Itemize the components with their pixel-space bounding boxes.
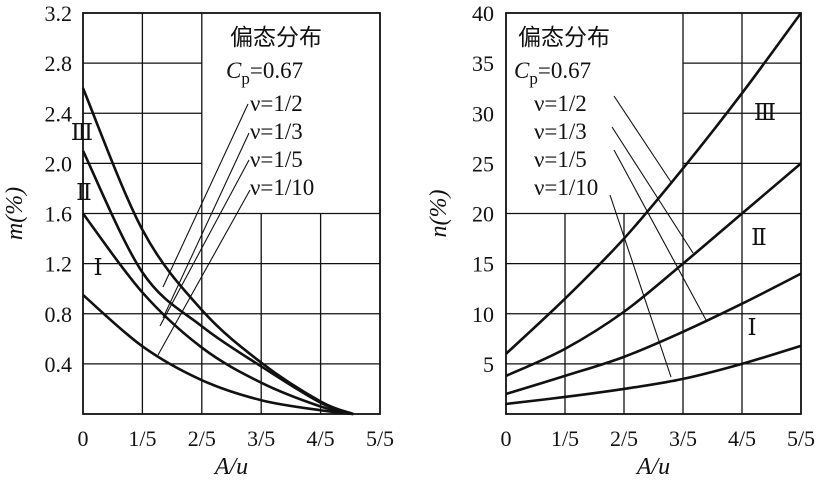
cp-symbol: C: [226, 58, 242, 83]
series-line: [81, 212, 354, 416]
leader-line: [609, 194, 672, 378]
x-tick-label: 1/5: [551, 426, 579, 451]
curve-roman-label: Ⅲ: [71, 120, 93, 145]
y-tick-label: 1.6: [45, 202, 73, 227]
y-tick-label: 0.8: [45, 302, 73, 327]
leader-line: [611, 126, 694, 254]
series-legend-label: ν=1/2: [534, 91, 587, 116]
series-legend-label: ν=1/3: [250, 119, 303, 144]
series-line: [82, 293, 354, 416]
y-tick-label: 30: [472, 101, 494, 126]
x-tick-label: 4/5: [728, 426, 756, 451]
y-axis-label: n(%): [426, 190, 452, 238]
y-tick-label: 25: [472, 151, 494, 176]
y-tick-label: 2.4: [45, 101, 73, 126]
y-axis-label: m(%): [2, 187, 28, 240]
curve-roman-label: Ⅲ: [754, 100, 776, 125]
x-tick-label: 3/5: [247, 426, 275, 451]
cp-symbol: C: [514, 58, 530, 83]
n-chart: 5 10 15 20 25 30 35 40 0 1/5 2/5 3/5 4/5 5/5 A/u n(%) 偏态…: [426, 1, 815, 480]
x-tick-label: 1/5: [128, 426, 156, 451]
x-tick-label: 0: [78, 426, 89, 451]
y-tick-label: 10: [472, 302, 494, 327]
y-tick-label: 40: [472, 1, 494, 26]
series-line: [505, 344, 802, 406]
leader-line: [613, 149, 707, 321]
x-tick-label: 3/5: [669, 426, 697, 451]
series-line: [505, 272, 802, 396]
leader-line: [613, 95, 672, 183]
cp-value: =0.67: [250, 58, 303, 83]
y-tick-label: 2.0: [45, 151, 73, 176]
plot-frame: [505, 12, 802, 415]
series-line: [505, 162, 802, 378]
legend-title: 偏态分布: [230, 25, 322, 50]
y-tick-label: 35: [472, 51, 494, 76]
leader-line: [162, 132, 250, 319]
x-axis-label: A/u: [635, 454, 670, 480]
y-tick-label: 15: [472, 252, 494, 277]
series-line: [81, 87, 354, 416]
series-legend-label: ν=1/10: [250, 175, 314, 200]
series-line: [81, 150, 354, 416]
x-axis-label: A/u: [213, 454, 248, 480]
x-tick-label: 0: [501, 426, 512, 451]
x-tick-label: 5/5: [787, 426, 815, 451]
curve-roman-label: Ⅱ: [76, 180, 92, 205]
series-legend-label: ν=1/10: [534, 175, 598, 200]
x-tick-label: 2/5: [610, 426, 638, 451]
series-legend-label: ν=1/3: [534, 119, 587, 144]
curve-roman-label: Ⅱ: [751, 225, 767, 250]
y-tick-label: 1.2: [45, 252, 73, 277]
cp-value: =0.67: [538, 58, 591, 83]
cp-subscript: p: [529, 69, 538, 88]
x-tick-label: 2/5: [188, 426, 216, 451]
y-tick-label: 0.4: [45, 352, 73, 377]
leader-line: [157, 189, 251, 356]
leader-line: [162, 103, 249, 288]
legend-cp: Cp=0.67: [226, 58, 303, 88]
series-legend-label: ν=1/2: [250, 91, 303, 116]
y-tick-label: 20: [472, 202, 494, 227]
series-line: [505, 12, 803, 355]
curve-roman-label: Ⅰ: [93, 255, 102, 280]
curve-roman-label: Ⅰ: [747, 315, 756, 340]
leader-line: [159, 159, 250, 327]
series-legend-label: ν=1/5: [250, 147, 303, 172]
legend-cp: Cp=0.67: [514, 58, 591, 88]
y-tick-label: 3.2: [45, 1, 73, 26]
cp-subscript: p: [241, 69, 250, 88]
y-tick-label: 5: [483, 352, 494, 377]
x-tick-label: 5/5: [366, 426, 394, 451]
m-chart: 0.4 0.8 1.2 1.6 2.0 2.4 2.8 3.2 0 1/5 2/5 3/5 4/5 5/5…: [2, 1, 394, 480]
legend-title: 偏态分布: [518, 25, 610, 50]
y-tick-label: 2.8: [45, 51, 73, 76]
x-tick-label: 4/5: [307, 426, 335, 451]
series-legend-label: ν=1/5: [534, 147, 587, 172]
